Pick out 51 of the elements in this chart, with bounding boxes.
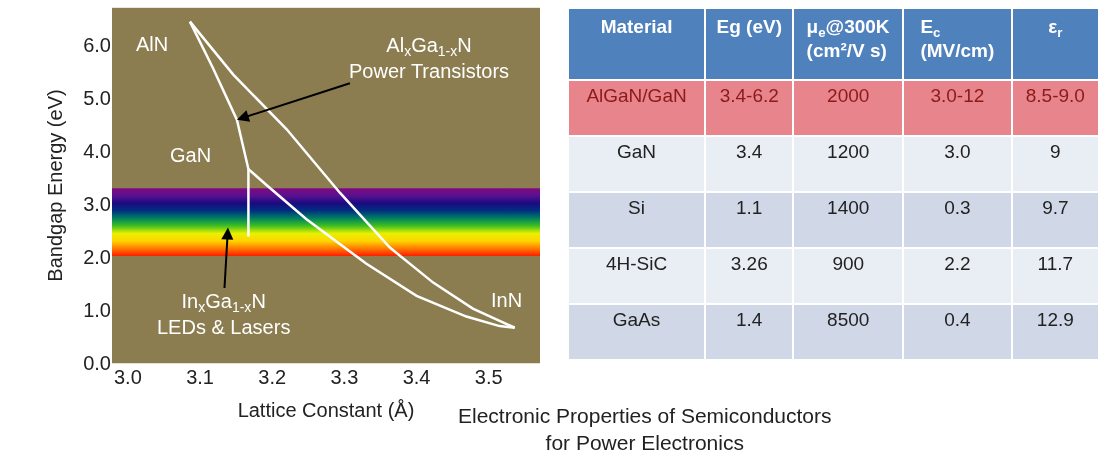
annotation: In$_{x}$Ga$_{1-x}$N LEDs & Lasers [157, 290, 291, 338]
y-tick-label: 0.0 [83, 352, 111, 375]
x-tick-label: 3.3 [330, 366, 359, 389]
text: 900 [832, 253, 865, 275]
text: 1.4 [736, 309, 763, 331]
text: 0.4 [944, 309, 971, 331]
text: 1200 [827, 141, 870, 163]
text: 8500 [827, 309, 870, 331]
x-tick-label: 3.5 [474, 366, 503, 389]
text: 3.4 [736, 141, 763, 163]
x-tick-label: 3.0 [113, 366, 142, 389]
text: GaN [616, 141, 657, 163]
text: 3.0-12 [930, 85, 985, 107]
y-tick-label: 3.0 [83, 193, 111, 216]
text: 3.4-6.2 [719, 85, 779, 107]
text: 0.3 [944, 197, 971, 219]
text: 12.9 [1036, 309, 1074, 331]
text: AlGaN/GaN [586, 85, 687, 107]
text: Si [628, 197, 645, 219]
category-label: Eg (eV) [716, 15, 782, 37]
text: 8.5-9.0 [1025, 85, 1085, 107]
annotation: AlN [136, 33, 169, 55]
text: 2.2 [944, 253, 971, 275]
text: 9 [1050, 141, 1061, 163]
text: 4H-SiC [605, 253, 668, 275]
y-tick-label: 1.0 [83, 299, 111, 322]
y-tick-label: 5.0 [83, 86, 111, 109]
text: 1400 [827, 197, 870, 219]
category-label: ε$_{r}$ [1048, 15, 1063, 40]
y-tick-label: 6.0 [83, 33, 111, 56]
text: 3.0 [944, 141, 971, 163]
text: Electronic Properties of Semiconductors for Power Electronics [458, 404, 832, 455]
category-label: Material [600, 15, 673, 37]
text: 11.7 [1037, 253, 1074, 275]
annotation: Al$_{x}$Ga$_{1-x}$N Power Transistors [349, 34, 510, 82]
y-tick-label: 4.0 [83, 140, 111, 163]
annotation: InN [491, 289, 523, 311]
text: 9.7 [1042, 197, 1069, 219]
text: 2000 [827, 85, 870, 107]
x-axis-title: Lattice Constant (Å) [237, 398, 415, 421]
text: 1.1 [736, 197, 763, 219]
x-tick-label: 3.1 [186, 366, 214, 389]
text: GaAs [612, 309, 661, 331]
text: 3.26 [730, 253, 768, 275]
x-tick-label: 3.4 [402, 366, 431, 389]
y-tick-label: 2.0 [83, 246, 111, 269]
category-label: μ$_{e}$@300K (cm²/V s) [806, 15, 890, 62]
category-label: E$_{c}$ (MV/cm) [920, 15, 995, 62]
y-axis-title: Bandgap Energy (eV) [43, 89, 66, 282]
annotation: GaN [170, 144, 212, 166]
x-tick-label: 3.2 [258, 366, 287, 389]
